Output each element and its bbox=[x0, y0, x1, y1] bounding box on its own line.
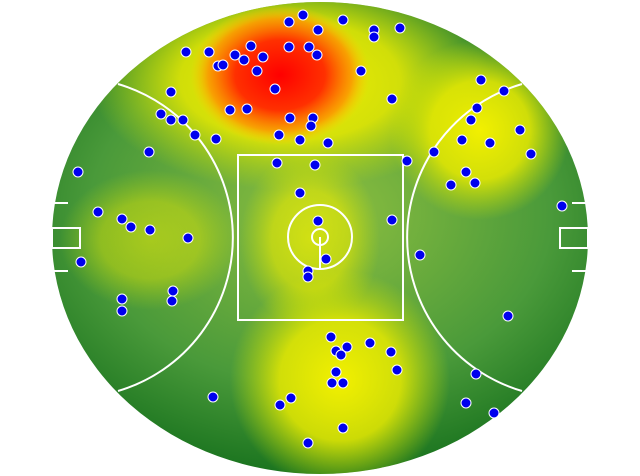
point bbox=[445, 179, 457, 191]
point bbox=[428, 146, 440, 158]
point bbox=[283, 41, 295, 53]
point bbox=[394, 22, 406, 34]
point bbox=[556, 200, 568, 212]
point bbox=[460, 397, 472, 409]
point bbox=[502, 310, 514, 322]
point bbox=[337, 14, 349, 26]
point bbox=[320, 253, 332, 265]
point bbox=[166, 295, 178, 307]
point bbox=[75, 256, 87, 268]
point bbox=[238, 54, 250, 66]
point bbox=[302, 437, 314, 449]
point bbox=[303, 41, 315, 53]
point bbox=[210, 133, 222, 145]
point bbox=[294, 187, 306, 199]
point bbox=[189, 129, 201, 141]
point bbox=[525, 148, 537, 160]
point bbox=[125, 221, 137, 233]
point bbox=[514, 124, 526, 136]
point bbox=[203, 46, 215, 58]
point bbox=[470, 368, 482, 380]
point bbox=[72, 166, 84, 178]
point bbox=[257, 51, 269, 63]
point bbox=[245, 40, 257, 52]
point bbox=[241, 103, 253, 115]
point bbox=[469, 177, 481, 189]
point bbox=[116, 213, 128, 225]
point bbox=[312, 215, 324, 227]
point bbox=[224, 104, 236, 116]
point bbox=[498, 85, 510, 97]
point bbox=[271, 157, 283, 169]
point bbox=[475, 74, 487, 86]
point bbox=[391, 364, 403, 376]
point bbox=[465, 114, 477, 126]
point bbox=[355, 65, 367, 77]
point bbox=[274, 399, 286, 411]
point bbox=[180, 46, 192, 58]
point bbox=[207, 391, 219, 403]
point bbox=[335, 349, 347, 361]
point bbox=[326, 377, 338, 389]
point bbox=[312, 24, 324, 36]
point bbox=[471, 102, 483, 114]
point bbox=[182, 232, 194, 244]
point bbox=[294, 134, 306, 146]
point bbox=[337, 377, 349, 389]
point bbox=[269, 83, 281, 95]
point bbox=[337, 422, 349, 434]
point bbox=[311, 49, 323, 61]
point bbox=[414, 249, 426, 261]
point bbox=[283, 16, 295, 28]
point bbox=[368, 31, 380, 43]
point bbox=[116, 305, 128, 317]
point bbox=[456, 134, 468, 146]
point bbox=[116, 293, 128, 305]
point bbox=[364, 337, 376, 349]
point bbox=[322, 137, 334, 149]
point bbox=[341, 341, 353, 353]
point bbox=[330, 366, 342, 378]
point bbox=[386, 214, 398, 226]
point bbox=[92, 206, 104, 218]
point bbox=[251, 65, 263, 77]
point bbox=[484, 137, 496, 149]
point bbox=[155, 108, 167, 120]
point bbox=[167, 285, 179, 297]
point bbox=[302, 271, 314, 283]
point bbox=[144, 224, 156, 236]
point bbox=[285, 392, 297, 404]
point bbox=[460, 166, 472, 178]
point bbox=[177, 114, 189, 126]
point bbox=[165, 114, 177, 126]
point bbox=[165, 86, 177, 98]
point bbox=[229, 49, 241, 61]
point bbox=[401, 155, 413, 167]
point bbox=[143, 146, 155, 158]
point bbox=[385, 346, 397, 358]
point bbox=[488, 407, 500, 419]
point bbox=[386, 93, 398, 105]
point bbox=[309, 159, 321, 171]
field-lines bbox=[51, 83, 589, 392]
point bbox=[273, 129, 285, 141]
point bbox=[297, 9, 309, 21]
point bbox=[325, 331, 337, 343]
point bbox=[284, 112, 296, 124]
point bbox=[217, 59, 229, 71]
point bbox=[305, 120, 317, 132]
